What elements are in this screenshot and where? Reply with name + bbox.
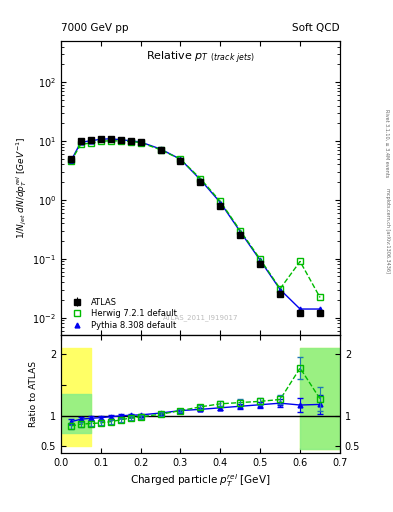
Text: Soft QCD: Soft QCD: [292, 23, 340, 33]
Herwig 7.2.1 default: [98, 138, 103, 144]
Pythia 8.308 default: [258, 257, 263, 263]
Legend: ATLAS, Herwig 7.2.1 default, Pythia 8.308 default: ATLAS, Herwig 7.2.1 default, Pythia 8.30…: [65, 296, 178, 331]
Herwig 7.2.1 default: [218, 198, 223, 204]
Herwig 7.2.1 default: [318, 294, 322, 301]
Herwig 7.2.1 default: [88, 140, 93, 146]
Pythia 8.308 default: [298, 306, 303, 312]
Pythia 8.308 default: [318, 306, 322, 312]
Text: Rivet 3.1.10, ≥ 3.4M events: Rivet 3.1.10, ≥ 3.4M events: [385, 109, 389, 178]
Line: Herwig 7.2.1 default: Herwig 7.2.1 default: [68, 138, 323, 300]
Y-axis label: Ratio to ATLAS: Ratio to ATLAS: [29, 361, 38, 427]
Herwig 7.2.1 default: [118, 138, 123, 144]
Herwig 7.2.1 default: [79, 141, 83, 147]
Herwig 7.2.1 default: [278, 286, 283, 292]
Pythia 8.308 default: [108, 136, 113, 142]
Pythia 8.308 default: [98, 136, 103, 142]
Herwig 7.2.1 default: [108, 138, 113, 144]
Text: Relative $p_T$ $_{(track\ jets)}$: Relative $p_T$ $_{(track\ jets)}$: [146, 50, 255, 66]
Pythia 8.308 default: [79, 139, 83, 145]
Herwig 7.2.1 default: [128, 138, 133, 144]
Pythia 8.308 default: [138, 139, 143, 145]
Pythia 8.308 default: [158, 146, 163, 152]
Herwig 7.2.1 default: [238, 228, 242, 234]
Herwig 7.2.1 default: [138, 139, 143, 145]
Herwig 7.2.1 default: [298, 259, 303, 265]
Pythia 8.308 default: [218, 200, 223, 206]
Y-axis label: $1/N_{jet}$ $dN/dp_T^{rel}$ $[GeV^{-1}]$: $1/N_{jet}$ $dN/dp_T^{rel}$ $[GeV^{-1}]$: [15, 137, 29, 240]
Pythia 8.308 default: [88, 138, 93, 144]
Pythia 8.308 default: [128, 138, 133, 144]
Herwig 7.2.1 default: [178, 156, 183, 162]
Line: Pythia 8.308 default: Pythia 8.308 default: [68, 136, 322, 311]
Text: mcplots.cern.ch [arXiv:1306.3436]: mcplots.cern.ch [arXiv:1306.3436]: [385, 188, 389, 273]
Herwig 7.2.1 default: [158, 146, 163, 153]
Pythia 8.308 default: [198, 177, 203, 183]
Herwig 7.2.1 default: [68, 158, 73, 164]
Pythia 8.308 default: [178, 156, 183, 162]
Pythia 8.308 default: [68, 158, 73, 164]
Text: 7000 GeV pp: 7000 GeV pp: [61, 23, 129, 33]
Herwig 7.2.1 default: [258, 256, 263, 262]
X-axis label: Charged particle $p_T^{rel}$ [GeV]: Charged particle $p_T^{rel}$ [GeV]: [130, 472, 271, 489]
Pythia 8.308 default: [238, 229, 242, 235]
Herwig 7.2.1 default: [198, 176, 203, 182]
Pythia 8.308 default: [278, 287, 283, 293]
Text: ATLAS_2011_I919017: ATLAS_2011_I919017: [163, 314, 238, 321]
Pythia 8.308 default: [118, 137, 123, 143]
